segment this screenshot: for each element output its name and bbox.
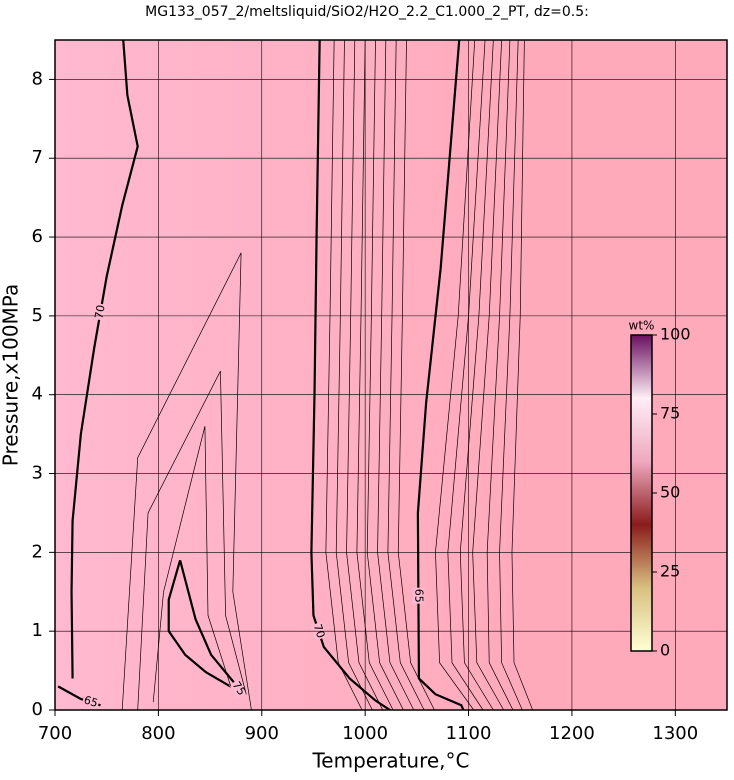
colorbar-label: wt% — [629, 319, 655, 333]
y-tick-label: 1 — [32, 620, 43, 641]
y-tick-label: 0 — [32, 699, 43, 720]
contour-label: 70 — [92, 304, 107, 320]
x-tick-label: 1300 — [652, 723, 698, 744]
x-tick-label: 700 — [38, 723, 72, 744]
contour-label-bg — [412, 587, 425, 604]
x-tick-label: 1200 — [549, 723, 595, 744]
colorbar-tick-label: 50 — [660, 483, 680, 502]
plot-frame — [54, 39, 728, 711]
contour-line — [310, 40, 391, 710]
y-axis-label: Pressure,x100MPa — [0, 284, 23, 466]
contour-label: 65 — [82, 693, 99, 710]
y-tick-label: 2 — [32, 541, 43, 562]
y-tick-label: 4 — [32, 384, 43, 405]
colorbar — [630, 334, 653, 652]
contour-label: 65 — [412, 589, 425, 603]
y-tick-label: 8 — [32, 68, 43, 89]
y-tick-label: 5 — [32, 305, 43, 326]
x-tick-label: 800 — [141, 723, 175, 744]
colorbar-tick-label: 100 — [660, 325, 691, 344]
y-tick-label: 7 — [32, 147, 43, 168]
colorbar-tick-label: 75 — [660, 404, 680, 423]
colorbar-tick-label: 0 — [660, 641, 670, 660]
contour-label-bg — [81, 693, 101, 710]
contour-label-bg — [229, 678, 248, 699]
x-tick-label: 1100 — [446, 723, 492, 744]
colorbar-tick-label: 25 — [660, 562, 680, 581]
contour-line — [152, 426, 232, 703]
contour-label-bg — [93, 303, 108, 321]
chart-title: MG133_057_2/meltsliquid/SiO2/H2O_2.2_C1.… — [145, 4, 589, 20]
x-axis-label: Temperature,°C — [311, 749, 469, 773]
y-tick-label: 6 — [32, 226, 43, 247]
contour-line — [137, 370, 247, 710]
y-tick-label: 3 — [32, 463, 43, 484]
x-tick-label: 900 — [245, 723, 279, 744]
x-tick-label: 1000 — [342, 723, 388, 744]
